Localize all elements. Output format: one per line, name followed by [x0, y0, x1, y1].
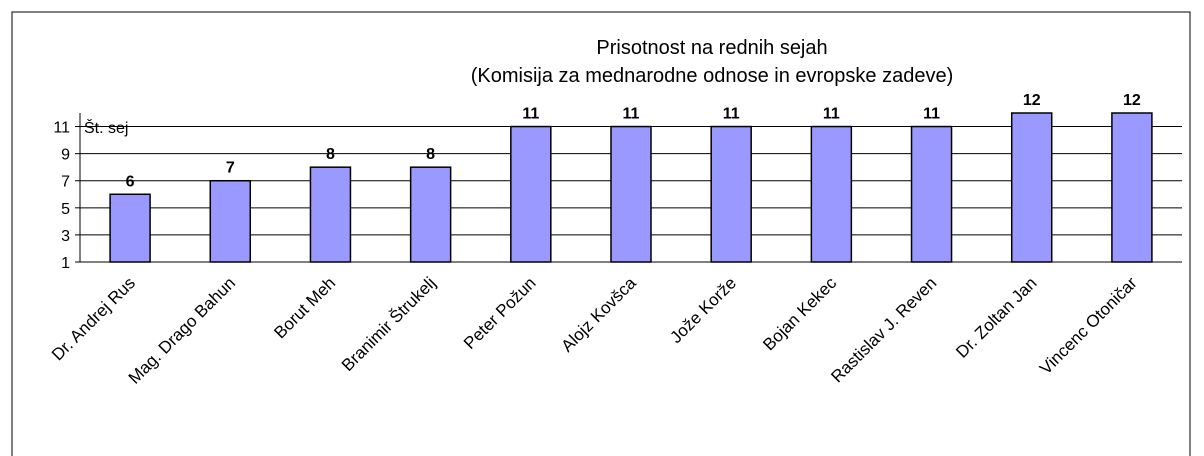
bar: [1111, 112, 1153, 263]
bar: [710, 125, 752, 263]
y-tick-label: 11: [53, 120, 70, 137]
chart-subtitle: (Komisija za mednarodne odnose in evrops…: [471, 65, 954, 87]
bar: [1010, 112, 1053, 263]
data-label: 12: [1023, 92, 1041, 109]
y-tick-label: 1: [61, 255, 70, 272]
data-label: 11: [823, 106, 840, 123]
data-label: 8: [426, 146, 435, 163]
bar: [209, 179, 252, 263]
bar: [610, 125, 652, 263]
y-tick-label: 5: [61, 201, 70, 218]
y-tick-label: 7: [61, 174, 70, 191]
bar: [510, 125, 552, 263]
data-label: 11: [923, 106, 940, 123]
data-label: 11: [723, 106, 740, 123]
data-label: 8: [326, 146, 335, 163]
data-label: 6: [126, 173, 135, 190]
bar: [109, 193, 151, 263]
bar: [309, 166, 352, 263]
data-label: 11: [522, 106, 539, 123]
y-tick-label: 3: [61, 228, 70, 245]
chart-frame: [11, 11, 1191, 456]
data-label: 12: [1123, 92, 1141, 109]
data-label: 7: [226, 160, 235, 177]
bar: [409, 166, 452, 263]
y-axis-label: Št. sej: [84, 118, 128, 137]
bar: [910, 125, 953, 263]
chart-title: Prisotnost na rednih sejah: [596, 37, 827, 59]
y-tick-label: 9: [61, 147, 70, 164]
data-label: 11: [623, 106, 640, 123]
bar: [810, 125, 853, 263]
